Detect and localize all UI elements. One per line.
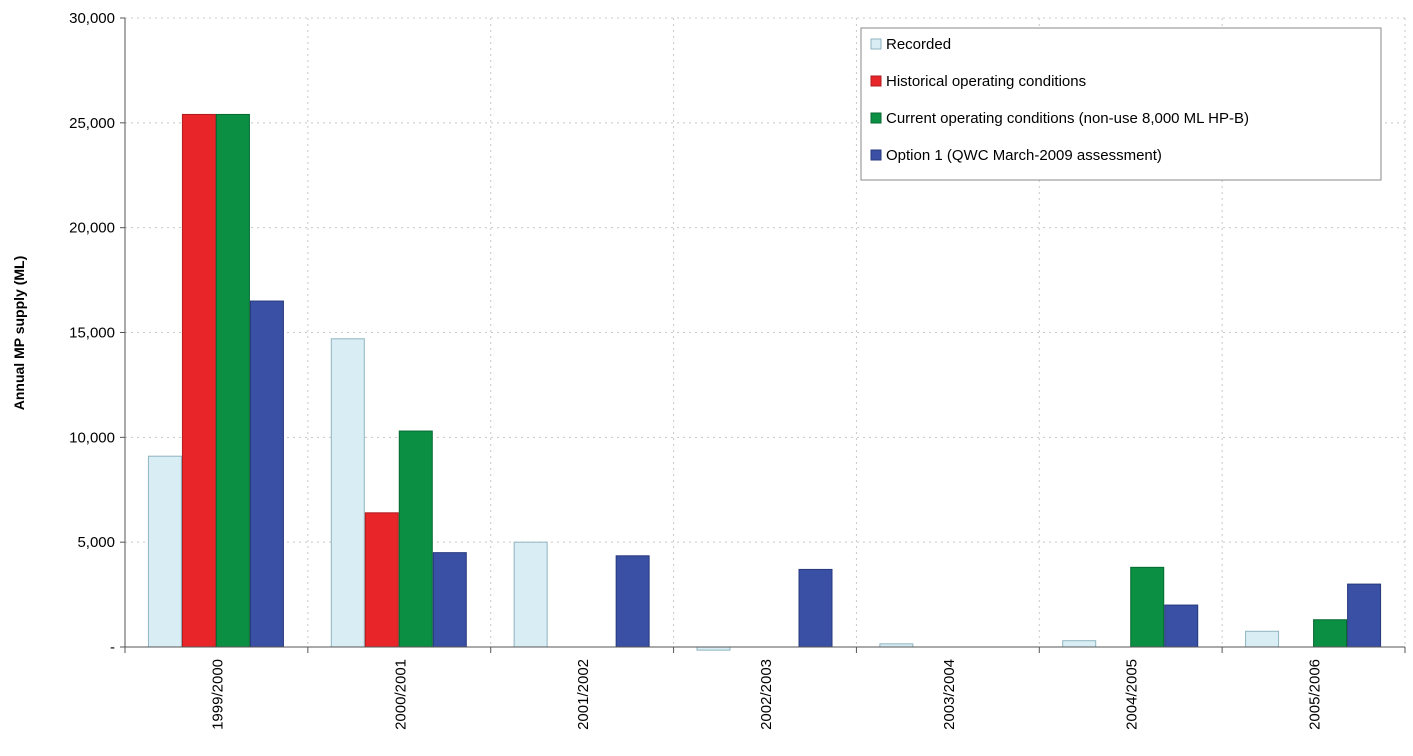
bar (1164, 604, 1199, 648)
legend-swatch (870, 38, 882, 50)
y-tick-label: 15,000 (69, 325, 115, 342)
bar (513, 541, 548, 648)
bar (330, 338, 365, 648)
bar (364, 512, 399, 648)
legend-swatch (870, 112, 882, 124)
bar (1347, 583, 1382, 648)
bar (1062, 640, 1097, 648)
y-tick-label: 30,000 (69, 10, 115, 27)
bar (249, 300, 284, 648)
y-tick-labels: - 5,000 10,000 15,000 20,000 25,000 30,000 (69, 10, 115, 656)
legend-box (860, 27, 1382, 181)
axes (120, 17, 1406, 653)
legend: Recorded Historical operating conditions C… (860, 27, 1382, 181)
x-tick-label: 2005/2006 (1307, 659, 1324, 730)
x-tick-label: 2002/2003 (758, 659, 775, 730)
y-tick-label: 10,000 (69, 429, 115, 446)
legend-label: Option 1 (QWC March-2009 assessment) (886, 147, 1162, 164)
bar (215, 113, 250, 648)
legend-swatch (870, 75, 882, 87)
bar (615, 555, 650, 648)
y-tick-label: 20,000 (69, 220, 115, 237)
x-tick-label: 1999/2000 (209, 659, 226, 730)
y-axis-label: Annual MP supply (ML) (11, 256, 27, 411)
bars (147, 113, 1382, 651)
bar (1130, 566, 1165, 648)
bar (432, 552, 467, 648)
legend-swatch (870, 149, 882, 161)
x-tick-label: 2000/2001 (392, 659, 409, 730)
y-tick-label: - (110, 639, 115, 656)
bar (398, 430, 433, 648)
y-tick-label: 5,000 (77, 534, 115, 551)
x-tick-labels: 1999/2000 2000/2001 2001/2002 2002/2003 2003… (209, 659, 1323, 730)
bar (181, 113, 216, 648)
bar (1245, 630, 1280, 648)
legend-label: Recorded (886, 36, 951, 53)
legend-label: Current operating conditions (non-use 8,… (886, 110, 1249, 127)
bar (798, 568, 833, 648)
x-tick-label: 2003/2004 (941, 659, 958, 730)
x-tick-label: 2004/2005 (1124, 659, 1141, 730)
y-tick-label: 25,000 (69, 115, 115, 132)
x-tick-label: 2001/2002 (575, 659, 592, 730)
legend-label: Historical operating conditions (886, 73, 1086, 90)
bar (1313, 619, 1348, 648)
bar (147, 455, 182, 648)
